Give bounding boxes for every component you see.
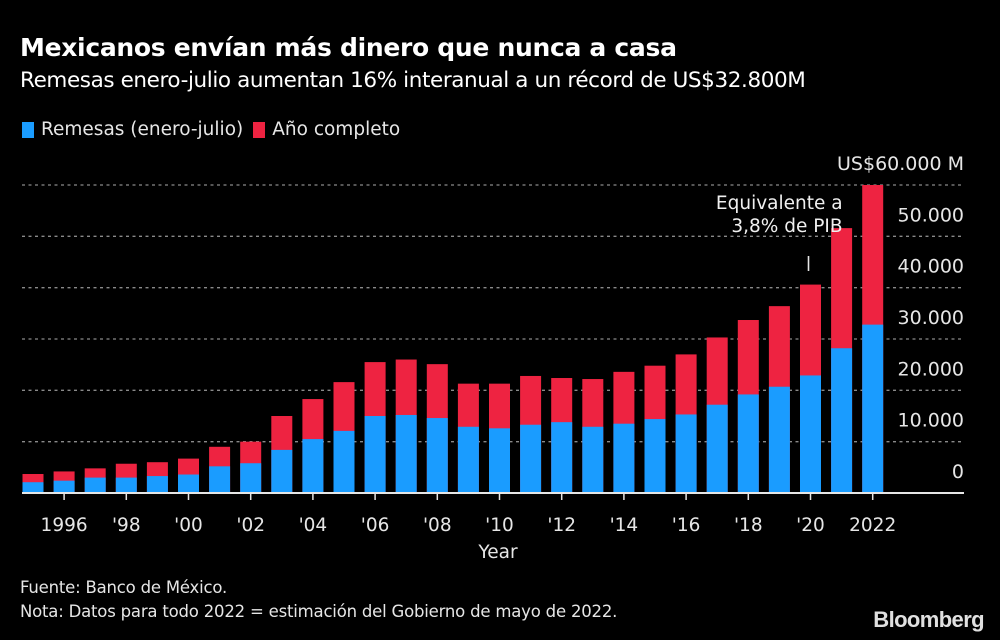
- bar-remesas: [800, 375, 821, 493]
- x-tick-label: 1996: [41, 515, 88, 536]
- legend-item-anio-completo: Año completo: [253, 119, 400, 140]
- bar-remesas: [644, 419, 666, 493]
- legend-swatch-remesas: [22, 121, 34, 138]
- x-tick-label: '00: [174, 515, 203, 536]
- bloomberg-logo: Bloomberg: [873, 607, 984, 632]
- bar-remesas: [364, 416, 386, 493]
- bar-remesas: [115, 477, 137, 493]
- x-tick-label: '02: [236, 515, 265, 536]
- y-tick-label: 0: [952, 461, 964, 483]
- legend-label-anio-completo: Año completo: [272, 119, 401, 140]
- x-axis-title: Year: [477, 542, 518, 563]
- y-tick-label: 10.000: [898, 410, 964, 432]
- bars: [22, 185, 884, 493]
- legend-label-remesas: Remesas (enero-julio): [41, 119, 244, 140]
- bar-remesas: [489, 428, 510, 493]
- bar-remesas: [426, 418, 448, 493]
- x-tick-label: '10: [485, 515, 514, 536]
- annotation-text: Equivalente a: [716, 193, 843, 214]
- bar-remesas: [271, 449, 293, 493]
- y-tick-label: 30.000: [898, 307, 964, 329]
- bar-remesas: [84, 477, 106, 493]
- bar-remesas: [582, 426, 604, 493]
- x-tick-label: '98: [112, 515, 141, 536]
- bar-remesas: [209, 466, 231, 493]
- x-tick-label: 2022: [849, 515, 896, 536]
- x-tick-label: '14: [610, 515, 639, 536]
- bar-remesas: [178, 474, 199, 493]
- bar-remesas: [240, 463, 262, 493]
- bar-remesas: [395, 414, 417, 493]
- y-tick-label: 40.000: [898, 256, 964, 278]
- bar-remesas: [333, 430, 355, 493]
- chart-subtitle: Remesas enero-julio aumentan 16% interan…: [20, 68, 806, 93]
- x-tick-label: '12: [547, 515, 576, 536]
- source-note: Fuente: Banco de México.: [20, 578, 228, 597]
- bar-remesas: [53, 480, 75, 493]
- bar-remesas: [146, 476, 168, 493]
- bar-remesas: [768, 386, 790, 493]
- y-tick-label: 50.000: [898, 204, 964, 226]
- bar-remesas: [302, 439, 324, 493]
- y-axis-labels: 0 10.000 20.000 30.000 40.000 50.000: [898, 204, 964, 483]
- x-tick-label: '20: [796, 515, 825, 536]
- legend-item-remesas: Remesas (enero-julio): [22, 119, 243, 140]
- y-axis-unit-label: US$60.000 M: [837, 153, 964, 175]
- y-tick-label: 20.000: [898, 358, 964, 380]
- annotation-text: 3,8% de PIB: [731, 216, 842, 237]
- x-axis: 1996 '98 '00 '02 '04 '06 '08 '10 '12 '14 '16 '18 '20…: [22, 492, 964, 536]
- bar-remesas: [675, 414, 697, 493]
- bar-remesas: [551, 422, 573, 493]
- footnote: Nota: Datos para todo 2022 = estimación …: [20, 602, 618, 621]
- bar-remesas: [613, 423, 635, 493]
- bar-remesas: [457, 426, 479, 493]
- bar-remesas: [22, 482, 44, 493]
- x-tick-label: '08: [423, 515, 452, 536]
- x-tick-label: '18: [734, 515, 763, 536]
- x-tick-label: '06: [361, 515, 390, 536]
- bar-remesas: [737, 394, 759, 493]
- chart-title: Mexicanos envían más dinero que nunca a …: [20, 33, 677, 62]
- legend-swatch-anio-completo: [253, 121, 266, 138]
- annotation: Equivalente a3,8% de PIB: [716, 193, 843, 271]
- bar-remesas: [831, 348, 853, 493]
- x-tick-label: '16: [672, 515, 701, 536]
- bar-remesas: [520, 424, 542, 493]
- x-tick-label: '04: [299, 515, 328, 536]
- legend: Remesas (enero-julio) Año completo: [22, 119, 410, 140]
- bar-remesas: [862, 324, 884, 493]
- bar-remesas: [706, 404, 728, 493]
